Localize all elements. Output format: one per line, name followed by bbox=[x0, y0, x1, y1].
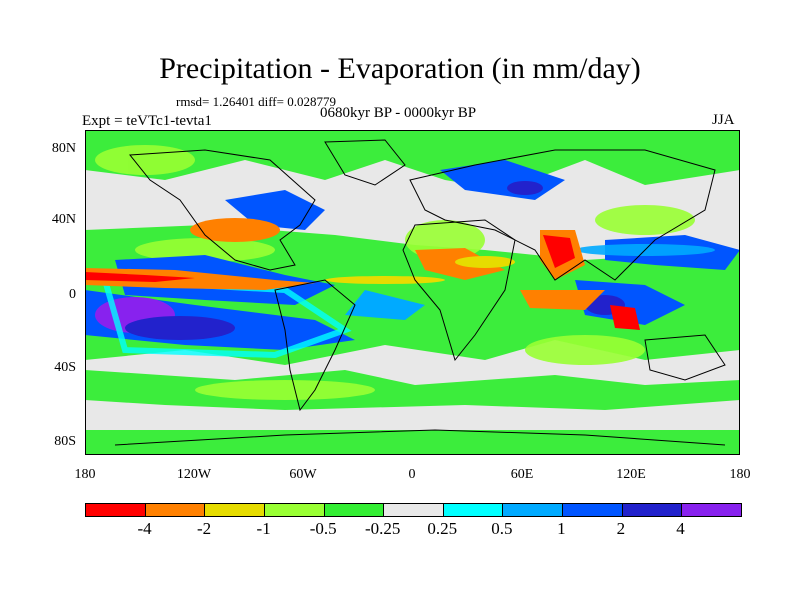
colorbar-level-label: -0.25 bbox=[365, 519, 401, 538]
lat-label-0: 0 bbox=[69, 287, 76, 302]
colorbar-level-label: -2 bbox=[196, 519, 212, 538]
stats-text: rmsd= 1.26401 diff= 0.028779 bbox=[176, 94, 336, 109]
lon-label-120e: 120E bbox=[616, 467, 646, 482]
colorbar-swatch bbox=[324, 504, 385, 516]
lon-label-120w: 120W bbox=[176, 467, 212, 482]
lon-label-60w: 60W bbox=[289, 467, 317, 482]
colorbar-level-label: -0.5 bbox=[309, 519, 337, 538]
colorbar bbox=[85, 503, 742, 517]
lon-label-0: 0 bbox=[408, 467, 416, 482]
world-map-plot bbox=[85, 130, 740, 455]
colorbar-level-label: 4 bbox=[676, 519, 685, 538]
colorbar-level-label: -1 bbox=[256, 519, 271, 538]
lon-label-60e: 60E bbox=[510, 467, 534, 482]
colorbar-swatch bbox=[563, 504, 623, 516]
dry-anomalies bbox=[85, 218, 640, 330]
coastlines bbox=[114, 139, 726, 446]
colorbar-level-label: -4 bbox=[137, 519, 152, 538]
lon-label-180e: 180 bbox=[729, 467, 751, 482]
lat-label-40n: 40N bbox=[51, 212, 76, 227]
lon-label-180w: 180 bbox=[74, 467, 96, 482]
colorbar-level-label: 1 bbox=[557, 519, 566, 538]
colorbar-swatch bbox=[264, 504, 325, 516]
lat-label-80n: 80N bbox=[51, 141, 76, 156]
lat-label-40s: 40S bbox=[54, 360, 76, 375]
experiment-label: Expt = teVTc1-tevta1 bbox=[82, 113, 212, 129]
colorbar-swatch bbox=[384, 504, 444, 516]
colorbar-level-label: 0.5 bbox=[491, 519, 513, 538]
season-label: JJA bbox=[712, 112, 735, 128]
colorbar-swatch bbox=[145, 504, 206, 516]
colorbar-swatch bbox=[622, 504, 683, 516]
colorbar-swatch bbox=[205, 504, 265, 516]
lat-label-80s: 80S bbox=[54, 434, 76, 449]
colorbar-level-label: 2 bbox=[616, 519, 626, 538]
colorbar-swatch bbox=[86, 504, 146, 516]
colorbar-swatch bbox=[682, 504, 742, 516]
period-text: 0680kyr BP - 0000kyr BP bbox=[320, 105, 477, 121]
map-frame bbox=[85, 130, 740, 455]
plot-title: Precipitation - Evaporation (in mm/day) bbox=[159, 52, 641, 85]
colorbar-swatch bbox=[503, 504, 564, 516]
colorbar-swatch bbox=[443, 504, 504, 516]
colorbar-level-label: 0.25 bbox=[427, 519, 458, 538]
